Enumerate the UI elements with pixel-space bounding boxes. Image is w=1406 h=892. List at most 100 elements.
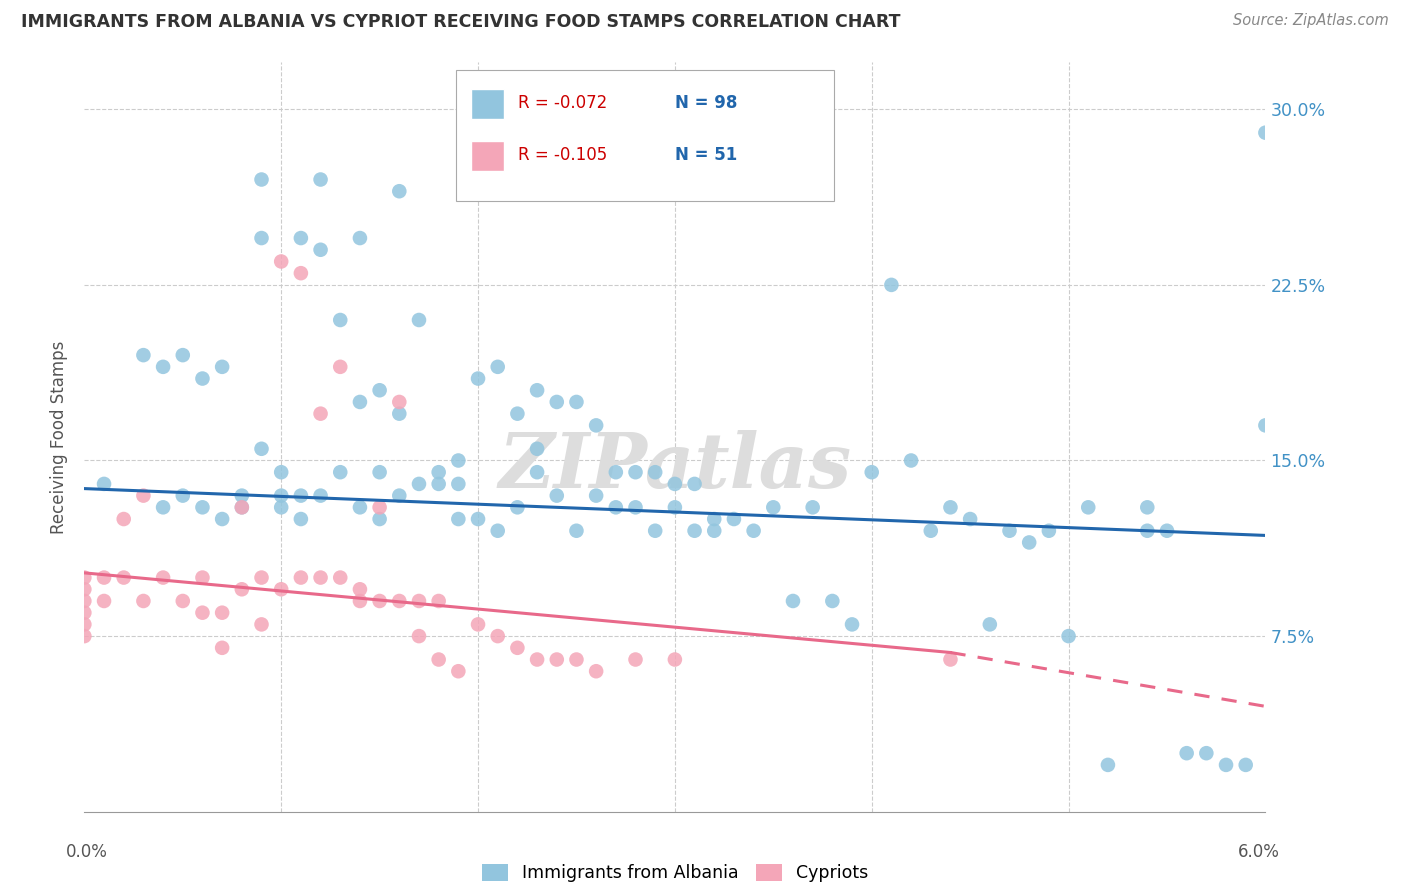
Point bbox=[624, 652, 647, 666]
Point bbox=[309, 243, 332, 257]
Point bbox=[329, 571, 352, 585]
Point bbox=[191, 571, 214, 585]
Point bbox=[132, 594, 155, 608]
Point bbox=[73, 617, 96, 632]
Point bbox=[447, 664, 470, 679]
Point bbox=[664, 652, 686, 666]
Y-axis label: Receiving Food Stamps: Receiving Food Stamps bbox=[51, 341, 69, 533]
Point bbox=[290, 231, 312, 245]
Point bbox=[211, 640, 233, 655]
Point bbox=[1057, 629, 1080, 643]
Point bbox=[1018, 535, 1040, 549]
Point bbox=[388, 407, 411, 421]
Point bbox=[526, 465, 548, 479]
Point bbox=[979, 617, 1001, 632]
Point bbox=[290, 512, 312, 526]
Point bbox=[329, 359, 352, 374]
Point bbox=[920, 524, 942, 538]
Point bbox=[349, 582, 371, 597]
Point bbox=[526, 384, 548, 398]
Point bbox=[1136, 500, 1159, 515]
Bar bbox=[471, 141, 503, 171]
Point bbox=[349, 594, 371, 608]
Text: N = 51: N = 51 bbox=[675, 146, 737, 164]
Text: 6.0%: 6.0% bbox=[1237, 843, 1279, 861]
Point bbox=[368, 384, 391, 398]
Point bbox=[231, 489, 253, 503]
Point bbox=[172, 348, 194, 362]
Point bbox=[270, 465, 292, 479]
Point bbox=[73, 606, 96, 620]
Point bbox=[959, 512, 981, 526]
Point bbox=[270, 582, 292, 597]
Point bbox=[624, 465, 647, 479]
Point bbox=[250, 231, 273, 245]
Point bbox=[112, 571, 135, 585]
Point bbox=[703, 524, 725, 538]
Point bbox=[1097, 758, 1119, 772]
Point bbox=[723, 512, 745, 526]
Point bbox=[250, 442, 273, 456]
Point bbox=[309, 172, 332, 186]
Point bbox=[664, 500, 686, 515]
Point bbox=[388, 184, 411, 198]
Point bbox=[112, 512, 135, 526]
Point bbox=[427, 594, 450, 608]
Point bbox=[152, 500, 174, 515]
Point bbox=[408, 594, 430, 608]
Point bbox=[486, 359, 509, 374]
Point bbox=[368, 500, 391, 515]
Point bbox=[93, 476, 115, 491]
Point bbox=[309, 407, 332, 421]
Text: Source: ZipAtlas.com: Source: ZipAtlas.com bbox=[1233, 13, 1389, 29]
Point bbox=[231, 500, 253, 515]
Point bbox=[939, 500, 962, 515]
Point bbox=[427, 652, 450, 666]
Point bbox=[309, 571, 332, 585]
Point bbox=[290, 571, 312, 585]
Point bbox=[1254, 126, 1277, 140]
Point bbox=[73, 629, 96, 643]
Point bbox=[250, 172, 273, 186]
Point bbox=[73, 582, 96, 597]
Point bbox=[467, 512, 489, 526]
Point bbox=[270, 489, 292, 503]
Point bbox=[191, 500, 214, 515]
Bar bbox=[471, 88, 503, 119]
Point bbox=[841, 617, 863, 632]
Point bbox=[231, 500, 253, 515]
Point bbox=[939, 652, 962, 666]
Point bbox=[191, 606, 214, 620]
Point bbox=[73, 571, 96, 585]
Point bbox=[585, 664, 607, 679]
Point bbox=[152, 359, 174, 374]
Point bbox=[93, 594, 115, 608]
Point bbox=[388, 594, 411, 608]
Point bbox=[565, 652, 588, 666]
Point bbox=[329, 313, 352, 327]
Point bbox=[762, 500, 785, 515]
Point bbox=[368, 465, 391, 479]
Point bbox=[546, 652, 568, 666]
Point bbox=[526, 442, 548, 456]
Point bbox=[565, 524, 588, 538]
Point bbox=[349, 231, 371, 245]
Point bbox=[1077, 500, 1099, 515]
Point bbox=[565, 395, 588, 409]
Point bbox=[605, 500, 627, 515]
Text: R = -0.105: R = -0.105 bbox=[517, 146, 607, 164]
Point bbox=[368, 594, 391, 608]
Point bbox=[172, 489, 194, 503]
Point bbox=[860, 465, 883, 479]
Point bbox=[506, 407, 529, 421]
Point bbox=[152, 571, 174, 585]
Point bbox=[211, 606, 233, 620]
Point bbox=[447, 476, 470, 491]
Point bbox=[408, 313, 430, 327]
Point bbox=[427, 476, 450, 491]
Point bbox=[290, 489, 312, 503]
Point bbox=[211, 512, 233, 526]
Point bbox=[546, 489, 568, 503]
Point bbox=[388, 489, 411, 503]
Point bbox=[546, 395, 568, 409]
